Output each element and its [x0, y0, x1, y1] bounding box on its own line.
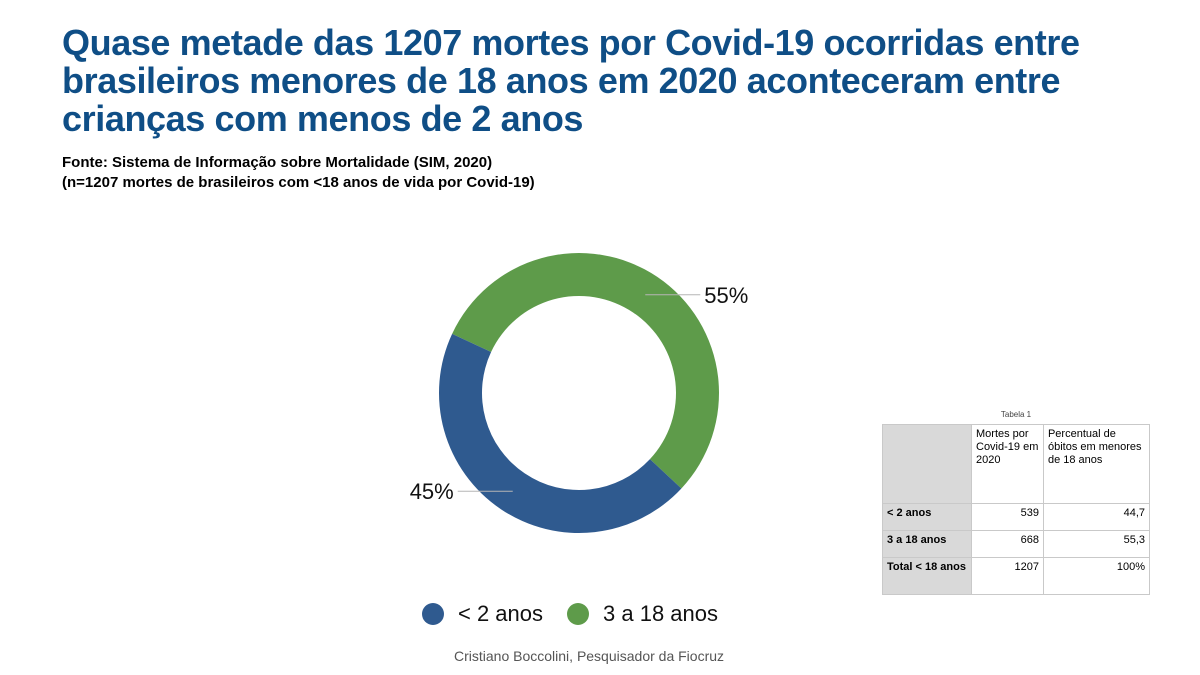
- chart-source: Fonte: Sistema de Informação sobre Morta…: [62, 153, 535, 193]
- source-line: Fonte: Sistema de Informação sobre Morta…: [62, 154, 493, 171]
- table-row: 3 a 18 anos 668 55,3: [882, 530, 1151, 558]
- data-label: 55%: [704, 283, 748, 308]
- data-label: 45%: [410, 479, 454, 504]
- deaths-cell: 1207: [971, 557, 1044, 595]
- legend: < 2 anos 3 a 18 anos: [422, 598, 742, 630]
- legend-item-under-2: < 2 anos: [422, 601, 543, 627]
- legend-swatch-blue: [422, 603, 444, 625]
- legend-label: < 2 anos: [458, 601, 544, 626]
- data-table: Mortes por Covid-19 em 2020 Percentual d…: [882, 424, 1151, 595]
- table-header-row: Mortes por Covid-19 em 2020 Percentual d…: [882, 424, 1151, 504]
- legend-swatch-green: [567, 603, 590, 625]
- legend-item-3-to-18: 3 a 18 anos: [567, 601, 718, 627]
- row-label: Total < 18 anos: [882, 557, 972, 595]
- deaths-cell: 539: [971, 503, 1044, 531]
- row-label: 3 a 18 anos: [882, 530, 972, 558]
- column-header: Percentual de óbitos em menores de 18 an…: [1042, 424, 1151, 504]
- author-credit: Cristiano Boccolini, Pesquisador da Fioc…: [454, 648, 725, 664]
- chart-title: Quase metade das 1207 mortes por Covid-1…: [62, 22, 1080, 139]
- deaths-cell: 668: [971, 530, 1044, 558]
- row-label: < 2 anos: [882, 503, 972, 531]
- table-caption: Tabela 1: [1000, 410, 1032, 419]
- sample-note: (n=1207 mortes de brasileiros com <18 an…: [62, 174, 535, 191]
- column-header: Mortes por Covid-19 em 2020: [971, 424, 1044, 504]
- table-corner-cell: [882, 424, 972, 504]
- donut-slice-3-to-18: [452, 253, 719, 489]
- percent-cell: 100%: [1042, 557, 1151, 595]
- percent-cell: 55,3: [1042, 530, 1151, 558]
- table-row: < 2 anos 539 44,7: [882, 503, 1151, 531]
- donut-slice-under-2: [438, 333, 682, 534]
- percent-cell: 44,7: [1042, 503, 1151, 531]
- legend-label: 3 a 18 anos: [603, 601, 718, 626]
- table-row: Total < 18 anos 1207 100%: [882, 557, 1151, 595]
